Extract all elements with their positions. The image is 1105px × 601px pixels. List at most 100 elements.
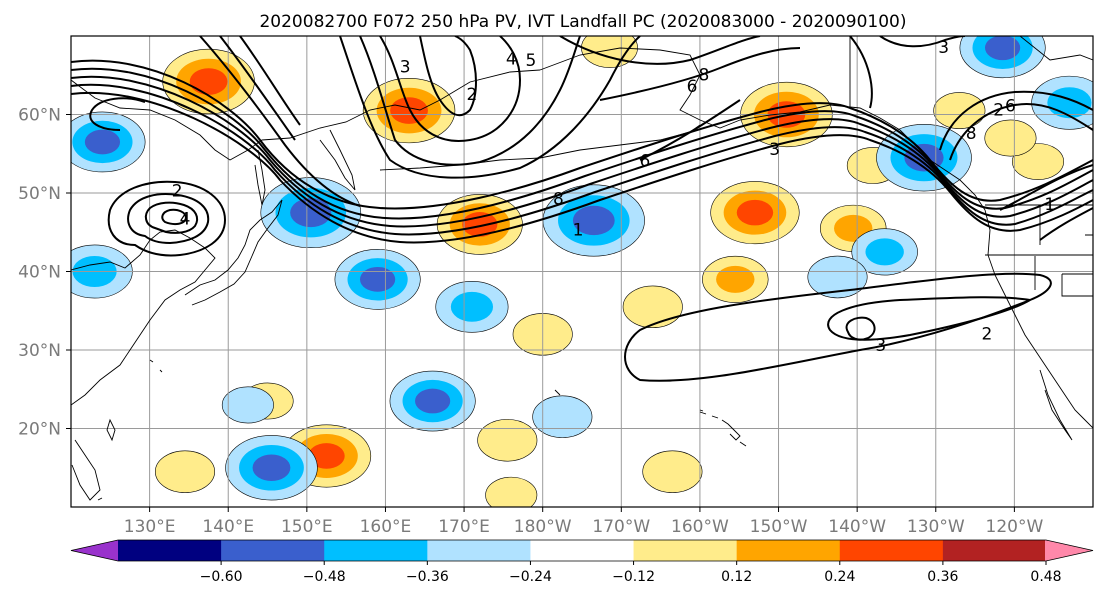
lon-tick-label: 140°E (202, 517, 254, 537)
anomaly-patch (162, 48, 255, 115)
colorbar-tick-label: 0.24 (824, 569, 855, 585)
contour-label: 3 (875, 336, 886, 356)
contour-label: 8 (698, 65, 709, 85)
anomaly-ring (485, 476, 538, 507)
colorbar-segment (633, 540, 738, 561)
pv-contour (419, 36, 477, 117)
lat-tick-label: 20°N (18, 420, 61, 440)
colorbar-tick-label: −0.12 (612, 569, 655, 585)
coastline-asia (71, 69, 541, 161)
lon-tick-label: 150°W (750, 517, 808, 537)
lon-tick-label: 160°W (671, 517, 729, 537)
anomaly-ring (572, 205, 615, 236)
anomaly-patch (959, 36, 1046, 79)
anomaly-patch (532, 395, 593, 438)
colorbar-tick-label: −0.24 (509, 569, 552, 585)
anomaly-patch (362, 77, 456, 144)
anomaly-patch (622, 285, 683, 329)
contour-label: 3 (938, 38, 949, 58)
contour-label: 1 (573, 221, 584, 241)
anomaly-patch (485, 476, 538, 507)
pv-contour (849, 36, 873, 109)
colorbar-tick-label: −0.60 (200, 569, 243, 585)
coastline-layer (71, 36, 1093, 501)
lon-tick-label: 140°W (828, 517, 886, 537)
pv-contour (599, 47, 801, 101)
anomaly-patch (221, 386, 274, 424)
anomaly-patch (225, 435, 318, 501)
anomaly-patch (984, 119, 1037, 157)
pv-contour (999, 164, 1093, 211)
lat-tick-label: 30°N (18, 341, 61, 361)
colorbar-segment (118, 540, 222, 561)
colorbar-tick-label: 0.48 (1030, 569, 1061, 585)
anomaly-ring (716, 265, 755, 293)
anomaly-patch (702, 255, 769, 303)
pv-contour (89, 97, 146, 131)
pv-contour (339, 36, 641, 179)
coastline-baja (1039, 369, 1073, 441)
anomaly-ring (390, 97, 428, 124)
pv-contour (127, 193, 210, 244)
pv-contour (107, 180, 226, 257)
contour-label: 5 (525, 51, 536, 71)
coastline-aleutians (379, 124, 701, 171)
contour-label: 6 (1005, 97, 1016, 117)
contour-label: 3 (400, 57, 411, 77)
anomaly-ring (622, 285, 683, 329)
anomaly-ring (189, 68, 228, 95)
contour-label: 4 (180, 210, 191, 230)
colorbar-outline (70, 539, 1094, 562)
pv-contour (624, 272, 1052, 382)
lon-tick-label: 160°E (360, 517, 412, 537)
coastline-west-coast (984, 209, 1093, 429)
figure-title: 2020082700 F072 250 hPa PV, IVT Landfall… (259, 12, 906, 32)
pv-contour-layer (71, 36, 1093, 382)
coastline-hudson (1019, 36, 1093, 61)
contour-label: 2 (467, 85, 478, 105)
anomaly-patch (435, 281, 509, 333)
pv-contour (939, 90, 1093, 151)
pv-contour (71, 67, 1093, 220)
coastline-taiwan (106, 418, 116, 442)
anomaly-patch (334, 249, 421, 310)
lat-tick-label: 40°N (18, 263, 61, 283)
anomaly-ring (415, 388, 451, 414)
pv-contour (71, 83, 1093, 236)
anomaly-patch (1031, 75, 1093, 130)
anomaly-ring (865, 238, 904, 266)
pv-contour (379, 36, 521, 142)
contour-label: 2 (172, 181, 183, 201)
colorbar-tick-label: −0.36 (406, 569, 449, 585)
contour-label: 8 (966, 124, 977, 144)
lon-tick-label: 170°E (438, 517, 490, 537)
pv-contour (239, 36, 301, 126)
contour-label: 2 (981, 324, 992, 344)
anomaly-patch (389, 370, 476, 432)
anomaly-patch (154, 450, 215, 493)
colorbar-tick-label: 0.12 (721, 569, 752, 585)
pv-contour (161, 208, 187, 226)
colorbar-segment (324, 540, 428, 561)
anomaly-patch (642, 450, 703, 493)
colorbar-segment (427, 540, 532, 561)
pv-contour (359, 36, 581, 166)
anomaly-ring (1047, 87, 1092, 119)
anomaly-patch (876, 123, 972, 192)
colorbar-tick-label: −0.48 (303, 569, 346, 585)
colorbar-segment (221, 540, 325, 561)
lon-tick-label: 130°E (124, 517, 176, 537)
lon-tick-label: 170°W (592, 517, 650, 537)
anomaly-patch (477, 419, 538, 462)
coastline-china-korea (71, 229, 216, 406)
lon-tick-label: 130°W (907, 517, 965, 537)
pv-contour (559, 36, 761, 65)
colorbar: −0.60 −0.48 −0.36 −0.24 −0.12 0.12 0.24 0.36 0.4… (70, 539, 1094, 585)
anomaly-ring (477, 419, 538, 462)
colorbar-extend-low (71, 540, 119, 561)
colorbar-segment (736, 540, 841, 561)
colorbar-segment (839, 540, 944, 561)
pv-contour (144, 201, 199, 234)
